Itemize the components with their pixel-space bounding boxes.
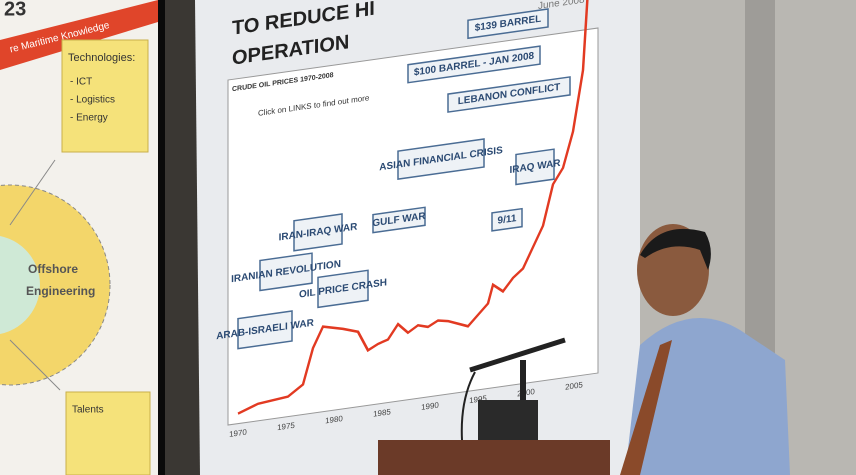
laptop	[478, 400, 538, 440]
circle-label: Offshore	[28, 262, 78, 276]
annotation: IRAQ WAR	[509, 148, 561, 185]
slide-number: 23	[4, 0, 26, 20]
circle-label: Engineering	[26, 284, 95, 298]
box-item: - Energy	[70, 113, 108, 124]
annotation: 9/11	[492, 209, 522, 231]
photo: 23 re Maritime Knowledge Technologies: -…	[0, 0, 856, 475]
box-item: - ICT	[70, 77, 92, 88]
podium	[378, 440, 610, 475]
box-item: - Logistics	[70, 95, 115, 106]
box-title: Technologies:	[68, 52, 135, 64]
box-title: Talents	[72, 405, 104, 416]
separator	[158, 0, 165, 475]
